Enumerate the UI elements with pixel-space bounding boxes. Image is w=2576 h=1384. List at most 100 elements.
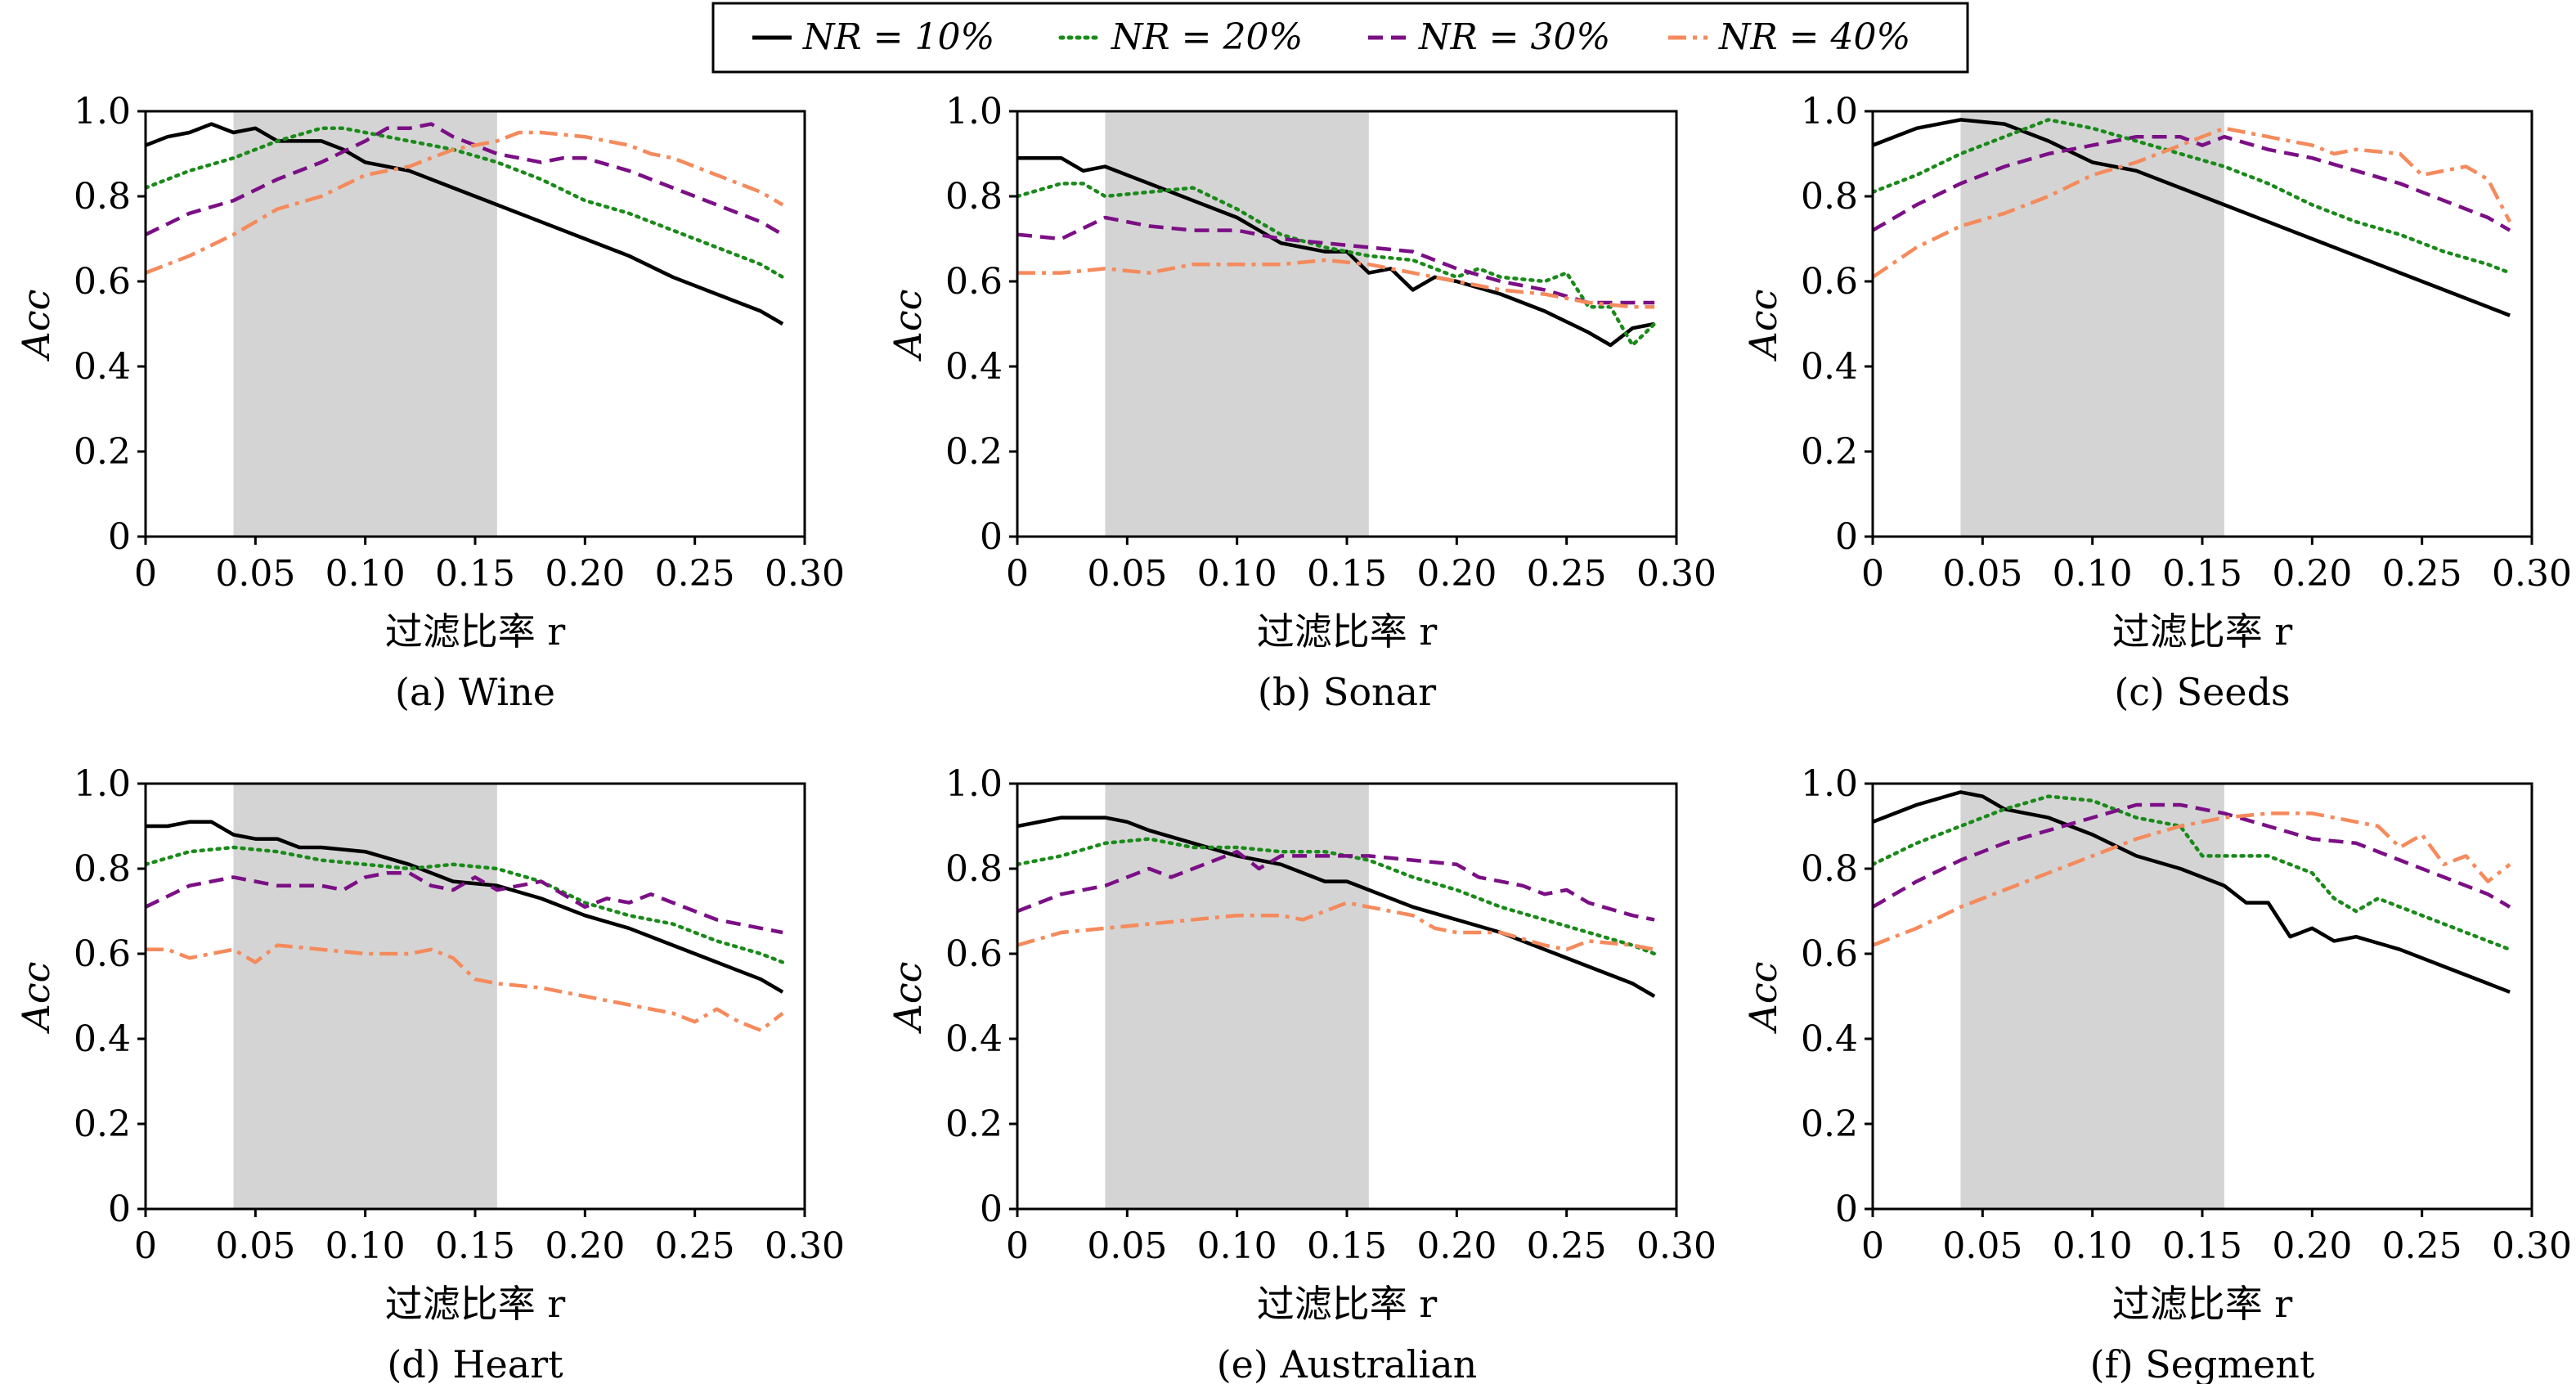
- y-tick-label: 0.6: [1801, 261, 1858, 303]
- x-tick-label: 0.25: [655, 553, 735, 595]
- series-line: [146, 122, 784, 326]
- series-line: [1017, 901, 1655, 952]
- x-tick-label: 0: [1861, 1225, 1884, 1267]
- x-tick-label: 0.15: [2162, 1225, 2242, 1267]
- y-tick-label: 0.6: [945, 933, 1003, 975]
- x-tick-label: 0.20: [2272, 553, 2352, 595]
- x-tick-label: 0.30: [1636, 553, 1717, 595]
- legend-label: NR = 30%: [1418, 16, 1610, 58]
- y-tick-label: 0.2: [945, 1103, 1003, 1145]
- series-line: [1017, 182, 1657, 348]
- y-tick-label: 0.2: [74, 1103, 131, 1145]
- x-tick-label: 0.15: [435, 1225, 515, 1267]
- series-line: [1873, 802, 2511, 909]
- x-tick-label: 0.10: [2053, 1225, 2133, 1267]
- y-tick-label: 0.6: [74, 933, 131, 975]
- y-tick-label: 0: [1835, 1189, 1858, 1230]
- x-tick-label: 0: [1861, 553, 1884, 595]
- series-line: [1017, 258, 1655, 309]
- charts-grid: 0 0.05 0.10 0.15 0.20 0.25 0.3000.20.40.60.81.…: [14, 91, 2572, 1384]
- x-tick-label: 0.10: [325, 553, 406, 595]
- x-tick-label: 0.15: [1307, 553, 1387, 595]
- x-tick-label: 0.05: [215, 553, 295, 595]
- y-tick-label: 0.6: [74, 261, 131, 303]
- legend-entry: NR = 20%: [1058, 16, 1303, 58]
- x-tick-label: 0.10: [2053, 553, 2133, 595]
- x-tick-label: 0.30: [2492, 1225, 2572, 1267]
- series-line: [1873, 118, 2511, 317]
- series-line: [146, 943, 784, 1032]
- series-line: [1873, 811, 2511, 947]
- shaded-region: [1960, 784, 2224, 1209]
- legend-entry: NR = 40%: [1668, 16, 1910, 58]
- chart-panel: 0 0.05 0.10 0.15 0.20 0.25 0.30 0 0.2 0.4 0.6 0.8 1.…: [1741, 91, 2572, 714]
- y-tick-label: 1.0: [1801, 763, 1858, 805]
- y-tick-label: 1.0: [1801, 91, 1858, 133]
- x-tick-label: 0.15: [2162, 553, 2242, 595]
- y-tick-label: 0: [108, 516, 131, 558]
- legend-entry: NR = 30%: [1368, 16, 1610, 58]
- x-tick-label: 0.30: [765, 1225, 845, 1267]
- y-tick-label: 0.2: [945, 431, 1003, 473]
- y-tick-label: 0.4: [945, 1018, 1003, 1060]
- series-line: [1873, 794, 2512, 952]
- y-tick-label: 1.0: [74, 91, 131, 133]
- y-axis-label: Acc: [886, 962, 930, 1035]
- x-axis-label: 过滤比率 r: [1257, 1282, 1438, 1326]
- series-line: [1017, 215, 1655, 305]
- chart-panel: 0 0.05 0.10 0.15 0.20 0.25 0.30 0 0.2 0.4 0.6 0.8 1.…: [14, 91, 845, 714]
- y-axis-label: Acc: [1741, 290, 1785, 362]
- x-tick-label: 0.05: [1942, 1225, 2022, 1267]
- y-tick-label: 0.4: [945, 346, 1003, 388]
- series-line: [1017, 849, 1655, 922]
- x-tick-label: 0.20: [545, 553, 625, 595]
- series-line: [1873, 790, 2511, 994]
- x-tick-label: 0.25: [1527, 1225, 1607, 1267]
- x-tick-label: 0.05: [1087, 553, 1167, 595]
- chart-caption: (d) Heart: [387, 1342, 563, 1384]
- shaded-region: [233, 784, 497, 1209]
- x-tick-label: 0.10: [1197, 553, 1277, 595]
- shaded-region: [1105, 111, 1369, 537]
- y-tick-label: 0.8: [74, 848, 131, 890]
- y-tick-label: 0: [1835, 516, 1858, 558]
- chart-panel: 0 0.05 0.10 0.15 0.20 0.25 0.30 0 0.2 0.4 0.6 0.8 1.…: [14, 763, 845, 1384]
- x-axis-label: 过滤比率 r: [2112, 609, 2293, 654]
- legend: NR = 10% NR = 20% NR = 30% NR = 40%: [711, 2, 1969, 74]
- x-axis-label: 过滤比率 r: [385, 609, 566, 654]
- y-tick-label: 0.4: [1801, 346, 1858, 388]
- y-tick-label: 1.0: [945, 91, 1003, 133]
- y-tick-label: 0.2: [74, 431, 131, 473]
- x-tick-label: 0.10: [325, 1225, 406, 1267]
- y-tick-label: 0.2: [1801, 431, 1858, 473]
- series-line: [146, 845, 785, 964]
- x-tick-label: 0.05: [1942, 553, 2022, 595]
- x-tick-label: 0.25: [2382, 553, 2462, 595]
- chart-panel: 0 0.05 0.10 0.15 0.20 0.25 0.30 0 0.2 0.4 0.6 0.8 1.…: [1741, 763, 2572, 1384]
- x-axis-label: 过滤比率 r: [1257, 609, 1438, 654]
- legend-entry: NR = 10%: [752, 16, 994, 58]
- y-tick-label: 0.4: [74, 1018, 131, 1060]
- y-axis-label: Acc: [14, 962, 58, 1035]
- x-tick-label: 0.20: [545, 1225, 625, 1267]
- x-tick-label: 0.10: [1197, 1225, 1277, 1267]
- y-tick-label: 0.8: [1801, 848, 1858, 890]
- series-line: [146, 130, 784, 275]
- chart-caption: (e) Australian: [1217, 1342, 1478, 1384]
- legend-label: NR = 10%: [802, 16, 994, 58]
- chart-caption: (b) Sonar: [1258, 670, 1436, 714]
- x-tick-label: 0.25: [2382, 1225, 2462, 1267]
- x-tick-label: 0.30: [765, 553, 845, 595]
- x-tick-label: 0: [1006, 553, 1029, 595]
- x-tick-label: 0.25: [1527, 553, 1607, 595]
- chart-caption: (f) Segment: [2090, 1342, 2315, 1384]
- y-tick-label: 0.6: [945, 261, 1003, 303]
- x-tick-label: 0.20: [1416, 553, 1497, 595]
- x-tick-label: 0.30: [2492, 553, 2572, 595]
- chart-panel: 0 0.05 0.10 0.15 0.20 0.25 0.30 0 0.2 0.4 0.6 0.8 1.…: [886, 91, 1717, 714]
- y-tick-label: 0.8: [945, 176, 1003, 218]
- chart-caption: (a) Wine: [395, 670, 555, 714]
- series-line: [1017, 816, 1656, 998]
- x-tick-label: 0.20: [2272, 1225, 2352, 1267]
